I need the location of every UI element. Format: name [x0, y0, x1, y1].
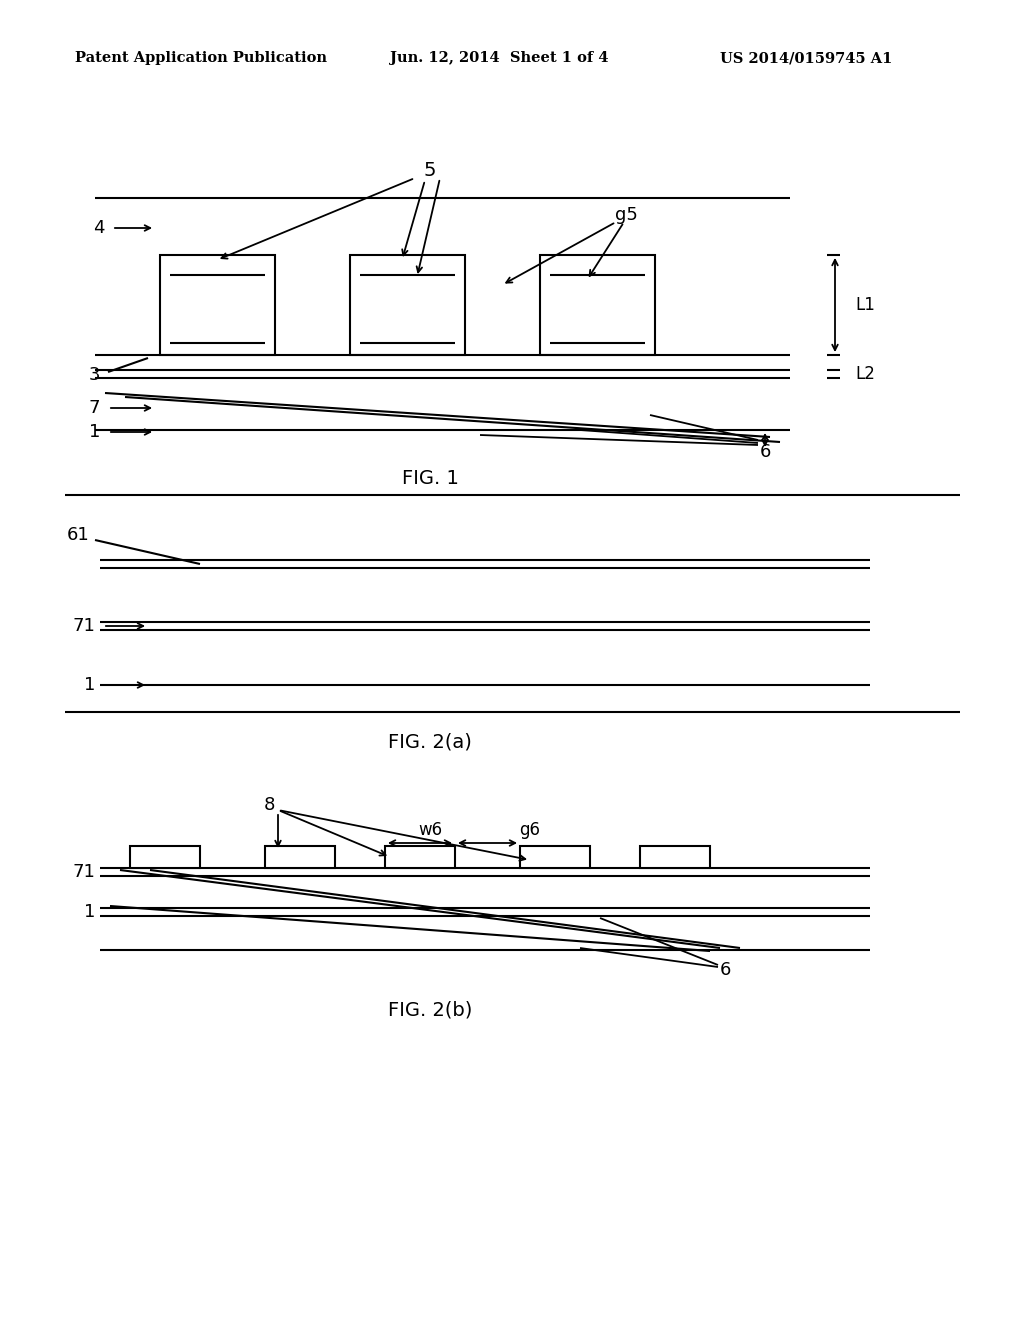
Text: 5: 5: [424, 161, 436, 180]
Bar: [265, 846, 335, 869]
Text: FIG. 1: FIG. 1: [401, 469, 459, 487]
Bar: [640, 846, 710, 869]
Bar: [130, 846, 200, 869]
Text: 4: 4: [93, 219, 105, 238]
Text: FIG. 2(a): FIG. 2(a): [388, 733, 472, 751]
Text: 3: 3: [88, 366, 100, 384]
Text: 1: 1: [84, 903, 95, 921]
Text: 1: 1: [89, 422, 100, 441]
Text: Patent Application Publication: Patent Application Publication: [75, 51, 327, 65]
Text: 6: 6: [760, 444, 771, 461]
Text: 7: 7: [88, 399, 100, 417]
Text: US 2014/0159745 A1: US 2014/0159745 A1: [720, 51, 892, 65]
Bar: [520, 846, 590, 869]
Bar: [385, 846, 455, 869]
Bar: [540, 255, 655, 355]
Text: 71: 71: [72, 863, 95, 880]
Text: g5: g5: [615, 206, 638, 224]
Text: 61: 61: [68, 525, 90, 544]
Text: 71: 71: [72, 616, 95, 635]
Bar: [160, 255, 275, 355]
Text: 8: 8: [263, 796, 275, 814]
Text: FIG. 2(b): FIG. 2(b): [388, 1001, 472, 1019]
Bar: [350, 255, 465, 355]
Text: 6: 6: [720, 961, 731, 979]
Text: g6: g6: [519, 821, 541, 840]
Text: L1: L1: [855, 296, 874, 314]
Text: Jun. 12, 2014  Sheet 1 of 4: Jun. 12, 2014 Sheet 1 of 4: [390, 51, 608, 65]
Text: w6: w6: [418, 821, 442, 840]
Text: L2: L2: [855, 366, 874, 383]
Text: 1: 1: [84, 676, 95, 694]
